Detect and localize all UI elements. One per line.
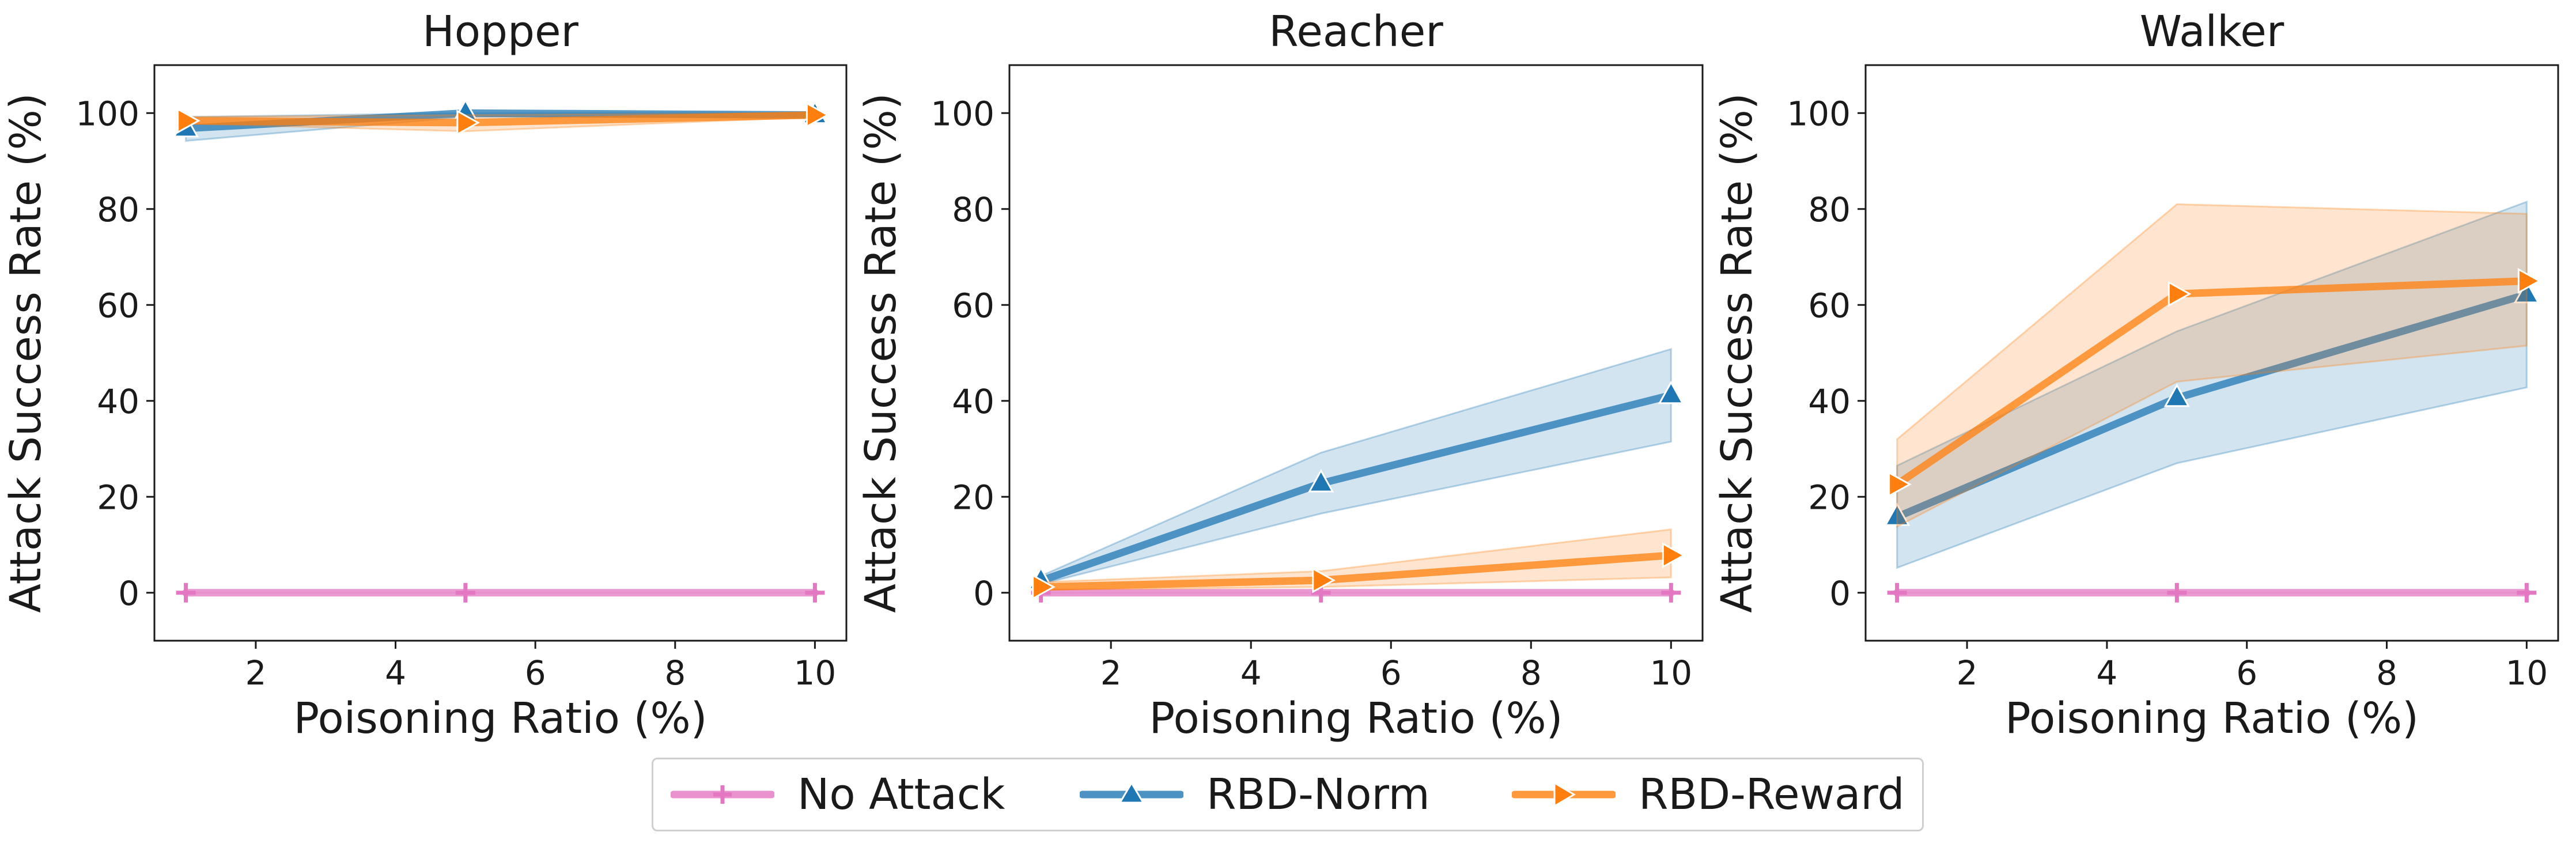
y-tick-label: 60 xyxy=(952,286,994,325)
y-tick-label: 20 xyxy=(97,478,139,517)
x-axis-label: Poisoning Ratio (%) xyxy=(2005,694,2419,743)
plus-icon xyxy=(671,785,774,804)
x-tick-label: 10 xyxy=(794,653,837,693)
series-rbd-reward xyxy=(1888,203,2541,528)
y-axis-label: Attack Success Rate (%) xyxy=(1,93,51,612)
plot-frame xyxy=(153,64,848,642)
legend-item-no-attack: No Attack xyxy=(671,759,1005,830)
data-point-rbd-reward xyxy=(805,102,830,128)
x-axis-label: Poisoning Ratio (%) xyxy=(293,694,707,743)
data-point-no-attack xyxy=(1887,583,1907,603)
y-tick-label: 0 xyxy=(1829,574,1851,613)
y-tick-label: 40 xyxy=(1808,382,1851,421)
data-point-rbd-reward xyxy=(2517,268,2541,294)
plot-frame xyxy=(1008,64,1704,642)
series-rbd-reward xyxy=(1032,528,1686,600)
y-tick-label: 80 xyxy=(952,190,994,229)
data-point-rbd-reward xyxy=(1032,574,1056,600)
chart-panel-walker: Walker Poisoning Ratio (%) Attack Success … xyxy=(1712,7,2559,743)
legend-item-rbd-norm: RBD-Norm xyxy=(1080,759,1430,830)
x-tick-label: 6 xyxy=(525,653,546,693)
data-point-no-attack xyxy=(176,583,196,603)
chart-title: Hopper xyxy=(422,7,578,56)
data-point-no-attack xyxy=(455,583,475,603)
y-tick-label: 20 xyxy=(952,478,994,517)
series-rbd-norm xyxy=(1028,347,1684,590)
x-tick-label: 4 xyxy=(385,653,406,693)
triangle-right-icon xyxy=(1512,781,1616,808)
y-tick-label: 0 xyxy=(973,574,994,613)
data-point-no-attack xyxy=(2517,583,2537,603)
x-tick-label: 10 xyxy=(2505,653,2548,693)
x-tick-label: 6 xyxy=(1380,653,1402,693)
y-tick-label: 20 xyxy=(1808,478,1851,517)
data-point-rbd-norm xyxy=(1308,468,1334,493)
data-point-rbd-reward xyxy=(1662,542,1686,569)
data-point-no-attack xyxy=(2167,583,2187,603)
legend-item-rbd-reward: RBD-Reward xyxy=(1512,759,1904,830)
y-tick-label: 0 xyxy=(118,574,139,613)
data-point-rbd-reward xyxy=(456,109,480,136)
x-tick-label: 8 xyxy=(664,653,686,693)
data-point-rbd-reward xyxy=(1312,567,1336,593)
data-point-rbd-norm xyxy=(2163,383,2190,407)
x-tick-label: 2 xyxy=(1957,653,1978,693)
plot-frame xyxy=(1864,64,2559,642)
y-axis-label: Attack Success Rate (%) xyxy=(856,93,906,612)
x-tick-label: 10 xyxy=(1650,653,1692,693)
chart-title: Walker xyxy=(2140,7,2284,56)
x-tick-label: 4 xyxy=(1240,653,1262,693)
x-tick-label: 2 xyxy=(1100,653,1122,693)
x-tick-label: 4 xyxy=(2096,653,2117,693)
x-tick-label: 8 xyxy=(2376,653,2397,693)
x-tick-label: 2 xyxy=(245,653,266,693)
y-axis-label: Attack Success Rate (%) xyxy=(1712,93,1762,612)
legend: No Attack RBD-Norm RBD-Reward xyxy=(652,758,1924,831)
chart-panel-hopper: Hopper Poisoning Ratio (%) Attack Success … xyxy=(1,7,848,743)
data-point-rbd-reward xyxy=(1888,471,1912,498)
series-no-attack xyxy=(176,583,825,603)
data-point-no-attack xyxy=(1661,583,1681,603)
y-tick-label: 100 xyxy=(930,94,994,133)
y-tick-label: 60 xyxy=(1808,286,1851,325)
data-point-rbd-norm xyxy=(1884,502,1911,526)
y-tick-label: 40 xyxy=(97,382,139,421)
y-tick-label: 40 xyxy=(952,382,994,421)
y-tick-label: 60 xyxy=(97,286,139,325)
series-rbd-norm xyxy=(1884,201,2540,569)
chart-panel-reacher: Reacher Poisoning Ratio (%) Attack Success… xyxy=(856,7,1704,743)
data-point-no-attack xyxy=(805,583,825,603)
chart-title: Reacher xyxy=(1269,7,1443,56)
legend-label-no-attack: No Attack xyxy=(797,770,1005,819)
legend-label-rbd-reward: RBD-Reward xyxy=(1639,770,1905,819)
x-tick-label: 6 xyxy=(2236,653,2257,693)
data-point-rbd-norm xyxy=(1658,380,1684,404)
x-axis-label: Poisoning Ratio (%) xyxy=(1149,694,1563,743)
legend-label-rbd-norm: RBD-Norm xyxy=(1206,770,1430,819)
series-rbd-reward xyxy=(177,102,830,136)
y-tick-label: 100 xyxy=(1787,94,1851,133)
y-tick-label: 80 xyxy=(97,190,139,229)
data-point-rbd-reward xyxy=(177,108,201,134)
triangle-up-icon xyxy=(1080,781,1183,804)
x-tick-label: 8 xyxy=(1520,653,1542,693)
data-point-rbd-reward xyxy=(2168,281,2192,307)
series-no-attack xyxy=(1887,583,2537,603)
y-tick-label: 100 xyxy=(75,94,139,133)
y-tick-label: 80 xyxy=(1808,190,1851,229)
